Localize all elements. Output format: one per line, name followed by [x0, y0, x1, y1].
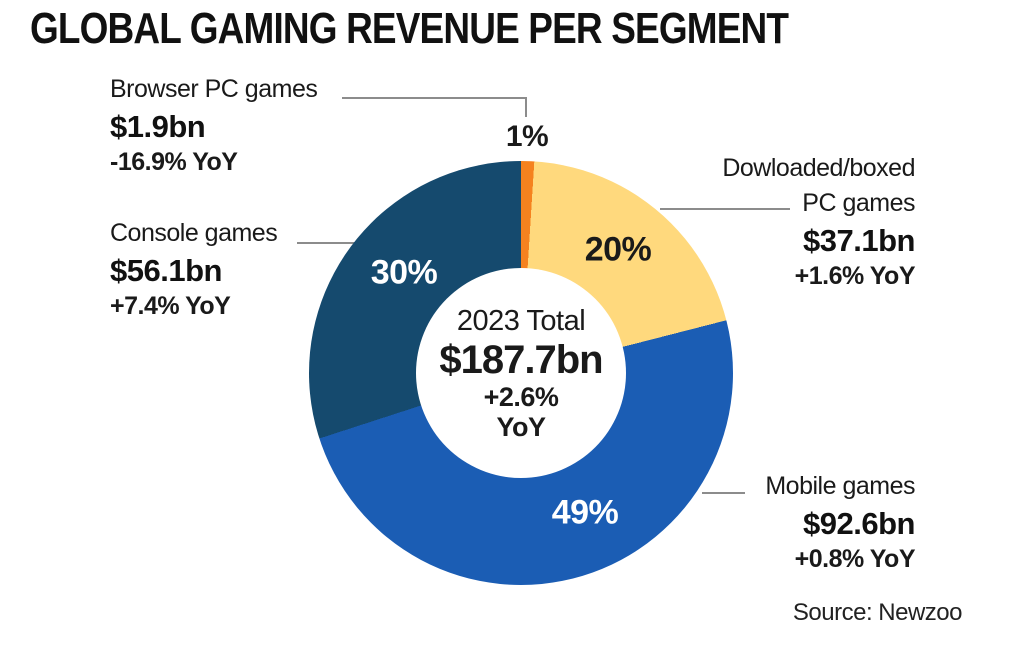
segment-revenue: $37.1bn [803, 223, 915, 258]
segment-yoy: +0.8% YoY [794, 545, 916, 573]
segment-yoy: -16.9% YoY [110, 148, 238, 176]
percent-label-console: 30% [370, 253, 438, 292]
segment-name-line1: Dowloaded/boxed [722, 154, 915, 182]
segment-name: Browser PC games [110, 75, 318, 103]
donut-hole: 2023 Total $187.7bn +2.6% YoY [416, 268, 626, 478]
chart-title: GLOBAL GAMING REVENUE PER SEGMENT [30, 4, 789, 53]
segment-revenue: $56.1bn [110, 253, 222, 288]
segment-name: Console games [110, 219, 278, 247]
connector-console-games [297, 242, 363, 244]
source-credit: Source: Newzoo [792, 599, 963, 626]
center-total: $187.7bn [439, 338, 603, 382]
percent-label-browser: 1% [505, 120, 549, 153]
center-yoy-word: YoY [496, 412, 546, 442]
label-mobile-games: Mobile games $92.6bn +0.8% YoY [765, 469, 915, 574]
label-browser-pc-games: Browser PC games $1.9bn -16.9% YoY [110, 72, 318, 177]
segment-yoy: +1.6% YoY [794, 262, 916, 290]
segment-name: Mobile games [765, 472, 915, 500]
connector-browser-pc-games [342, 97, 527, 117]
segment-revenue: $1.9bn [110, 109, 206, 144]
label-downloaded-boxed-pc-games: Dowloaded/boxed PC games $37.1bn +1.6% Y… [722, 151, 915, 291]
segment-revenue: $92.6bn [803, 506, 915, 541]
connector-downloaded-pc-games [660, 208, 790, 210]
percent-label-downloaded: 20% [584, 230, 652, 269]
connector-mobile-games [702, 492, 745, 494]
donut-chart: 20% 49% 30% 2023 Total $187.7bn +2.6% Yo… [309, 161, 733, 585]
segment-name-line2: PC games [802, 189, 915, 217]
segment-yoy: +7.4% YoY [110, 292, 231, 320]
label-console-games: Console games $56.1bn +7.4% YoY [110, 216, 278, 321]
center-yoy-pct: +2.6% [483, 382, 559, 412]
center-year-label: 2023 Total [456, 305, 586, 337]
percent-label-mobile: 49% [551, 493, 619, 532]
